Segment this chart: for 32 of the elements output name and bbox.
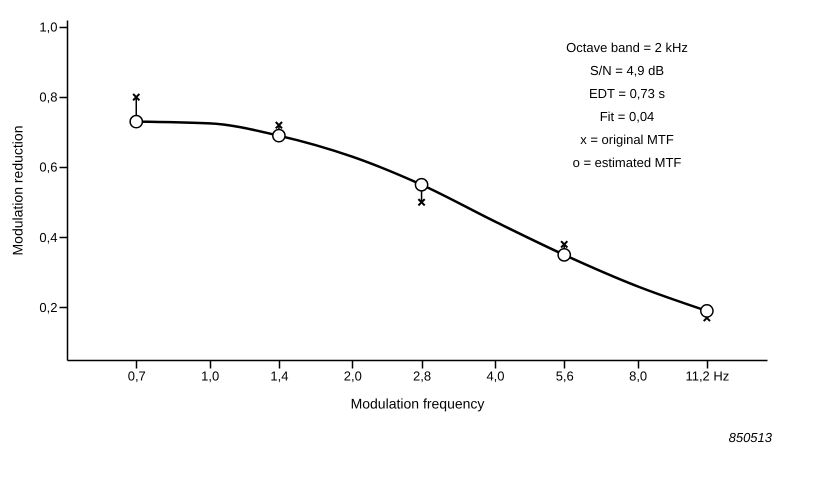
x-tick-label: 11,2 Hz (685, 368, 730, 384)
x-tick-label: 2,8 (413, 368, 432, 384)
point (272, 128, 286, 143)
x-tick-label: 4,0 (486, 368, 505, 384)
x-tick-label: 1,4 (270, 368, 288, 384)
y-tick-label: 0,4 (39, 230, 58, 245)
y-tick-label: 0,6 (39, 160, 58, 175)
point (274, 120, 284, 130)
point (560, 240, 568, 248)
y-tick-label: 1,0 (39, 20, 58, 35)
point (132, 92, 140, 102)
point (417, 198, 426, 206)
x-tick-label: 1,0 (201, 368, 220, 384)
x-tick-label: 0,7 (128, 368, 146, 384)
x-tick-label: 5,6 (556, 368, 574, 384)
point (414, 178, 428, 192)
text: 850513 (728, 430, 773, 445)
x-axis-title: Modulation frequency (350, 396, 484, 412)
point (700, 304, 714, 318)
x-tick-label: 2,0 (344, 368, 362, 384)
y-tick-label: 0,2 (39, 300, 58, 315)
y-tick-label: 0,8 (39, 90, 58, 105)
annotation: Octave band = 2 kHz (566, 40, 688, 55)
annotation: S/N = 4,9 dB (590, 63, 664, 78)
x-tick-label: 8,0 (629, 368, 648, 384)
annotation: EDT = 0,73 s (589, 86, 666, 101)
annotation: o = estimated MTF (572, 155, 682, 170)
annotation: Fit = 0,04 (600, 109, 654, 124)
point (129, 114, 144, 129)
point (557, 248, 572, 262)
annotation: x = original MTF (580, 132, 674, 147)
y-axis-title: Modulation reduction (9, 126, 26, 256)
